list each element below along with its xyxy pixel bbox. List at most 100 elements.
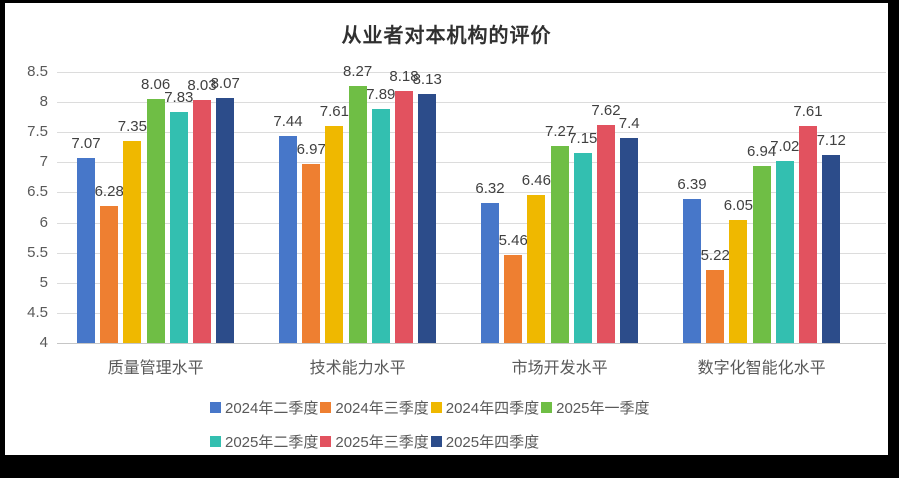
gridline: [57, 162, 886, 164]
gridline: [57, 252, 886, 254]
legend-item: 2025年三季度: [320, 431, 429, 452]
y-tick-label: 7: [39, 153, 48, 171]
gridline: [57, 72, 886, 73]
legend-item: 2024年四季度: [430, 397, 540, 418]
data-label: 6.97: [296, 141, 326, 159]
data-label: 7.83: [164, 89, 194, 107]
legend-row: 2025年二季度 2025年三季度 2025年四季度: [210, 431, 541, 452]
data-label: 8.13: [412, 71, 442, 89]
category-label: 市场开发水平: [511, 360, 608, 377]
legend-item: 2025年四季度: [430, 431, 540, 452]
bar: [527, 194, 546, 343]
data-label: 8.07: [210, 74, 240, 92]
data-label: 8.18: [389, 68, 419, 86]
legend-swatch: [430, 435, 442, 447]
data-label: 6.28: [94, 182, 124, 200]
data-label: 7.27: [544, 123, 575, 141]
legend-item: 2025年一季度: [541, 397, 650, 418]
gridline: [57, 222, 886, 224]
category-label: 数字化智能化水平: [697, 360, 826, 377]
category-label: 技术能力水平: [309, 360, 406, 377]
data-label: 7.07: [71, 135, 101, 153]
data-label: 7.4: [618, 115, 640, 133]
bar: [752, 165, 771, 343]
gridline: [57, 102, 886, 104]
data-label: 7.02: [770, 138, 800, 156]
legend-label: 2024年四季度: [445, 399, 540, 417]
data-label: 6.94: [746, 142, 777, 160]
bar: [620, 138, 639, 343]
legend-label: 2025年四季度: [445, 433, 540, 451]
bar: [395, 91, 413, 343]
y-tick-label: 6: [39, 213, 48, 231]
data-label: 7.62: [591, 102, 621, 119]
bar: [169, 112, 188, 343]
bar: [504, 255, 523, 343]
gridline: [57, 282, 886, 284]
bar: [325, 125, 344, 343]
gridline: [57, 192, 886, 194]
bar: [573, 153, 592, 343]
data-label: 7.15: [568, 130, 598, 148]
gridline: [57, 132, 886, 134]
bar: [216, 97, 235, 343]
data-label: 8.06: [140, 75, 171, 93]
legend-swatch: [430, 401, 442, 413]
data-label: 8.27: [342, 62, 373, 80]
chart-title: 从业者对本机构的评价: [341, 23, 552, 47]
bar: [550, 146, 569, 343]
legend-label: 2025年一季度: [556, 399, 650, 417]
y-tick-label: 5.5: [27, 243, 48, 261]
bar: [822, 155, 841, 343]
category-label: 质量管理水平: [107, 360, 204, 377]
bar: [348, 85, 367, 343]
y-tick-label: 6.5: [27, 183, 48, 201]
bar: [77, 158, 95, 343]
bar: [597, 125, 615, 343]
bar: [123, 141, 142, 343]
bar: [279, 135, 297, 343]
y-tick-label: 7.5: [27, 123, 48, 141]
data-label: 7.44: [273, 112, 303, 130]
legend-item: 2024年三季度: [320, 397, 429, 418]
legend-item: 2024年二季度: [210, 397, 318, 418]
data-label: 6.46: [521, 171, 551, 189]
legend-label: 2025年二季度: [225, 433, 319, 451]
bar: [418, 94, 437, 343]
legend-swatch: [320, 401, 332, 413]
data-label: 7.61: [793, 102, 823, 120]
chart-panel: 从业者对本机构的评价 4 4.5 5 5.5 6 6.5 7 7.5 8 8.5 7.07 6.28 7…: [5, 3, 888, 455]
y-tick-label: 4.5: [27, 303, 48, 321]
legend-swatch: [541, 401, 553, 413]
data-label: 7.61: [319, 102, 349, 120]
x-axis-line: [57, 343, 886, 344]
y-tick-label: 4: [39, 334, 48, 351]
y-tick-label: 8.5: [27, 63, 48, 80]
legend-label: 2025年三季度: [335, 433, 429, 451]
data-label: 7.89: [366, 85, 396, 103]
data-label: 7.35: [117, 118, 147, 136]
legend-row: 2024年二季度 2024年三季度 2024年四季度 2025年一季度: [210, 397, 652, 418]
data-label: 6.05: [723, 196, 753, 214]
y-tick-label: 8: [39, 93, 48, 111]
data-label: 6.39: [677, 176, 707, 194]
bar: [371, 108, 390, 343]
legend-label: 2024年二季度: [225, 399, 319, 417]
data-label: 5.46: [498, 232, 528, 250]
bar: [729, 219, 748, 343]
bar: [146, 98, 165, 343]
data-label: 5.22: [700, 246, 730, 264]
data-label: 8.03: [187, 77, 217, 95]
bar: [302, 164, 321, 343]
data-label: 6.32: [475, 180, 505, 198]
bar: [100, 205, 119, 343]
legend-item: 2025年二季度: [210, 431, 318, 452]
legend-swatch: [320, 435, 332, 447]
legend-label: 2024年三季度: [335, 399, 429, 417]
bar: [706, 269, 725, 343]
legend-swatch: [210, 401, 221, 413]
data-label: 7.12: [816, 132, 846, 150]
gridline: [57, 312, 886, 314]
y-tick-label: 5: [39, 273, 48, 291]
